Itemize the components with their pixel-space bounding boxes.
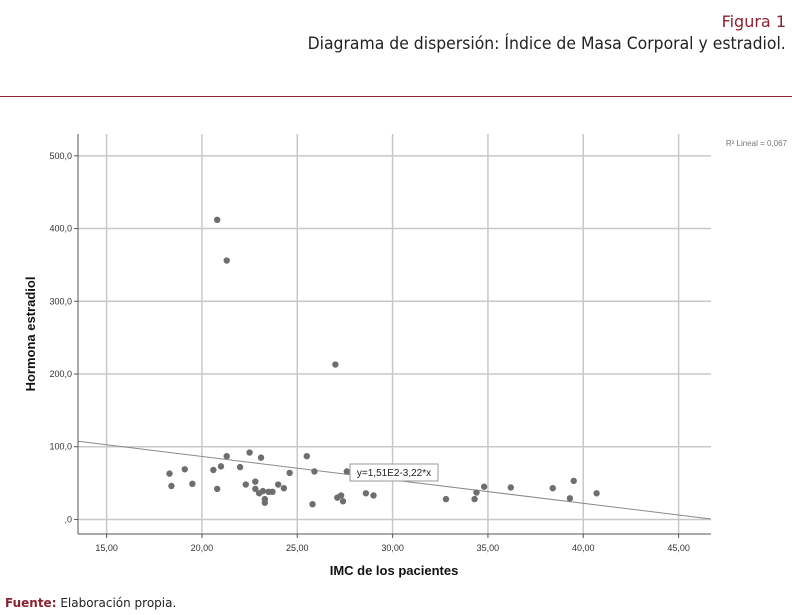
scatter-point [480,483,488,490]
scatter-point [309,500,316,508]
scatter-point [213,485,221,493]
x-tick-label: 15,00 [95,543,118,553]
scatter-point [189,480,196,488]
y-tick-label: 200,0 [49,369,72,379]
scatter-point [259,487,267,495]
y-ticks: ,0 100,0 200,0 300,0 400,0 500,0 [49,151,78,524]
scatter-point [471,495,478,503]
figure-label: Figura 1 [721,12,786,31]
scatter-point [181,466,188,473]
scatter-point [168,482,175,490]
figure-title: Diagrama de dispersión: Índice de Masa C… [307,34,786,54]
scatter-point [217,463,225,470]
scatter-chart: 15,00 20,00 25,00 30,00 35,00 40,00 45,00 ,0 10… [23,134,788,578]
scatter-point [332,361,339,368]
x-tick-label: 40,00 [572,543,595,553]
y-tick-label: 300,0 [49,296,72,306]
x-tick-label: 30,00 [381,543,404,553]
fit-equation: y=1,51E2-3,22*x [357,468,431,479]
scatter-point [213,216,221,224]
scatter-point [236,463,244,471]
scatter-point [570,477,577,485]
scatter-point [246,449,253,456]
scatter-point [370,492,377,499]
scatter-point [549,484,556,492]
scatter-point [269,488,276,496]
r2-label: R² Lineal = 0,067 [726,139,788,148]
x-axis-label: IMC de los pacientes [330,563,459,578]
scatter-point [257,454,265,461]
source-note: Fuente: Elaboración propia. [5,596,176,610]
y-tick-label: 100,0 [49,442,72,452]
y-tick-label: ,0 [64,514,72,524]
scatter-point [362,490,370,497]
scatter-point [252,485,259,493]
source-text: Elaboración propia. [60,596,177,610]
scatter-point [242,481,249,488]
scatter-point [566,495,574,502]
equation-box: y=1,51E2-3,22*x [349,463,439,482]
scatter-point [223,257,230,264]
scatter-point [280,484,288,492]
scatter-point [311,468,318,475]
scatter-point [223,452,230,460]
x-tick-label: 35,00 [477,543,500,553]
scatter-point [286,469,293,477]
scatter-point [593,490,600,497]
scatter-point [337,492,345,499]
title-divider [0,96,792,97]
y-tick-label: 500,0 [49,151,72,161]
source-label: Fuente: [5,596,57,610]
scatter-point [166,470,173,477]
grid [78,134,711,534]
x-tick-label: 25,00 [286,543,309,553]
scatter-point [274,481,282,488]
x-ticks: 15,00 20,00 25,00 30,00 35,00 40,00 45,00 [95,534,690,553]
scatter-point [507,484,515,491]
scatter-point [442,495,450,503]
scatter-point [252,478,259,485]
scatter-point [210,466,217,474]
y-axis-label: Hormona estradiol [23,277,38,392]
x-tick-label: 45,00 [667,543,690,553]
scatter-point [303,452,310,460]
scatter-point [343,468,351,475]
scatter-point [473,489,480,496]
y-tick-label: 400,0 [49,224,72,234]
scatter-point [339,498,347,505]
x-tick-label: 20,00 [191,543,214,553]
scatter-point [261,499,269,506]
data-points [166,216,600,508]
